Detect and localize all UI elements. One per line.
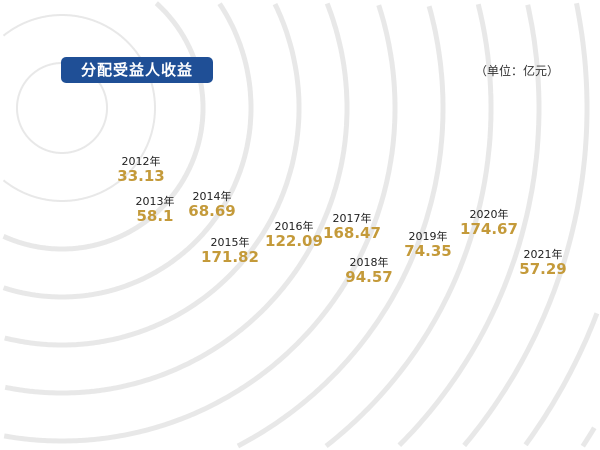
value-label: 174.67 bbox=[460, 220, 518, 238]
ring bbox=[324, 3, 494, 449]
year-label: 2016年 bbox=[274, 220, 314, 233]
ring bbox=[397, 4, 542, 448]
year-label: 2017年 bbox=[332, 212, 372, 225]
data-point: 2013年 58.1 bbox=[115, 195, 195, 225]
year-label: 2015年 bbox=[210, 236, 250, 249]
data-point: 2015年 171.82 bbox=[190, 236, 270, 266]
year-label: 2012年 bbox=[121, 155, 161, 168]
unit-label: （单位：亿元） bbox=[475, 64, 560, 78]
year-label: 2014年 bbox=[192, 190, 232, 203]
data-point: 2020年 174.67 bbox=[449, 208, 529, 238]
ring bbox=[2, 1, 206, 252]
data-point: 2021年 57.29 bbox=[503, 248, 583, 278]
year-label: 2020年 bbox=[469, 208, 509, 221]
chart-title: 分配受益人收益 bbox=[61, 57, 213, 83]
ring bbox=[3, 4, 398, 444]
data-point: 2012年 33.13 bbox=[101, 155, 181, 185]
year-label: 2013年 bbox=[135, 195, 175, 208]
ring bbox=[236, 5, 446, 449]
value-label: 57.29 bbox=[519, 260, 567, 278]
value-label: 94.57 bbox=[345, 268, 393, 286]
value-label: 58.1 bbox=[136, 207, 174, 225]
value-label: 122.09 bbox=[265, 232, 323, 250]
ring bbox=[523, 312, 600, 447]
data-point: 2016年 122.09 bbox=[254, 220, 334, 250]
data-point: 2019年 74.35 bbox=[388, 230, 468, 260]
value-label: 171.82 bbox=[201, 248, 259, 266]
value-label: 74.35 bbox=[404, 242, 452, 260]
data-point: 2017年 168.47 bbox=[312, 212, 392, 242]
value-label: 168.47 bbox=[323, 224, 381, 242]
year-label: 2021年 bbox=[523, 248, 563, 261]
ring bbox=[580, 426, 597, 448]
value-label: 68.69 bbox=[188, 202, 236, 220]
ring bbox=[4, 2, 350, 396]
ring bbox=[4, 3, 302, 348]
data-point: 2014年 68.69 bbox=[172, 190, 252, 220]
value-label: 33.13 bbox=[117, 167, 165, 185]
year-label: 2019年 bbox=[408, 230, 448, 243]
ring bbox=[462, 2, 590, 448]
data-point: 2018年 94.57 bbox=[329, 256, 409, 286]
year-label: 2018年 bbox=[349, 256, 389, 269]
ring bbox=[2, 2, 254, 300]
